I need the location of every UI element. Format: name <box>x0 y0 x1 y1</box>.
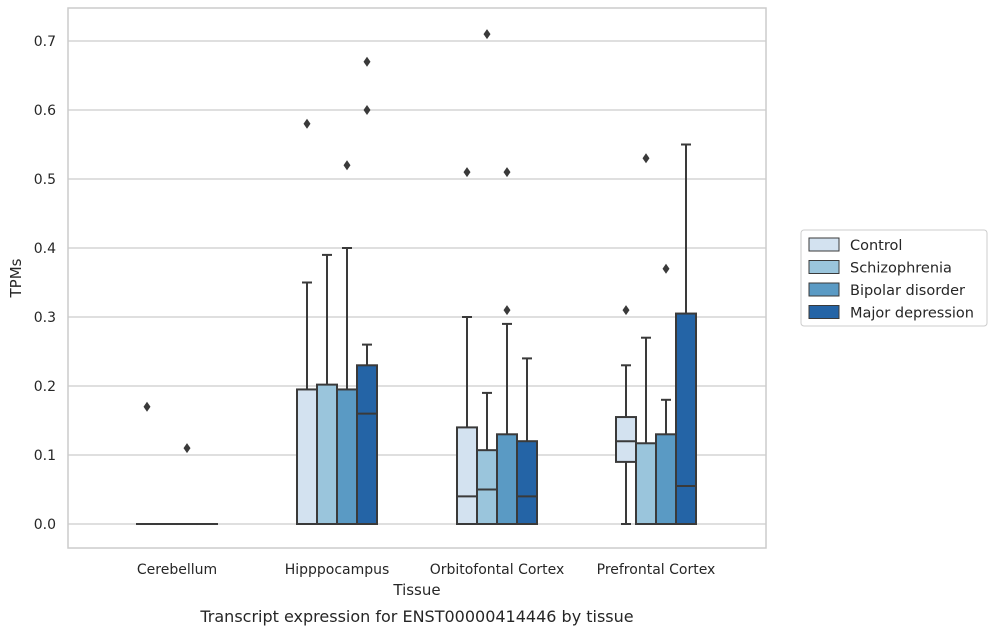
outlier-point <box>303 118 311 129</box>
outlier-point <box>143 401 151 412</box>
box-body <box>316 383 338 525</box>
box-body <box>356 364 378 525</box>
outlier-point <box>343 160 351 171</box>
y-tick-label: 0.2 <box>34 379 56 395</box>
box-body <box>635 442 657 525</box>
legend-label: Bipolar disorder <box>850 283 965 299</box>
outlier-point <box>642 153 650 164</box>
y-axis-title: TPMs <box>7 258 25 298</box>
legend-swatch <box>808 260 840 274</box>
box-control <box>615 305 637 525</box>
y-tick-label: 0.6 <box>34 103 56 119</box>
box-bipolar-disorder <box>655 263 677 525</box>
outlier-point <box>363 105 371 115</box>
legend-label: Control <box>850 238 902 254</box>
legend-swatch <box>808 282 840 297</box>
box-body <box>675 312 697 525</box>
outlier-point <box>183 443 191 454</box>
box-body <box>296 388 318 526</box>
legend-swatch <box>808 305 840 319</box>
outlier-point <box>463 167 471 178</box>
x-tick-label: Cerebellum <box>137 562 217 578</box>
legend: Control Schizophrenia Bipolar disorder Majo… <box>800 229 988 327</box>
outlier-point <box>363 56 371 67</box>
outlier-point <box>483 29 491 40</box>
box-major-depression <box>675 143 697 525</box>
box-groups <box>136 29 697 526</box>
outlier-point <box>503 305 511 316</box>
box-body <box>456 426 478 525</box>
legend-swatch <box>808 237 840 252</box>
box-schizophrenia <box>635 153 657 525</box>
y-tick-label: 0.3 <box>34 310 56 326</box>
y-tick-label: 0.5 <box>34 172 56 188</box>
box-schizophrenia <box>316 253 338 525</box>
outlier-point <box>503 167 511 178</box>
box-bipolar-disorder <box>336 160 358 526</box>
box-body <box>476 449 498 526</box>
x-axis-title: Tissue <box>392 581 440 599</box>
legend-label: Schizophrenia <box>850 261 952 277</box>
y-tick-label: 0.7 <box>34 34 56 50</box>
legend-label: Major depression <box>850 306 974 322</box>
y-axis-ticks: 0.0 0.1 0.2 0.3 0.4 0.5 0.6 0.7 <box>34 34 56 533</box>
y-tick-label: 0.0 <box>34 517 56 533</box>
x-tick-label: Prefrontal Cortex <box>597 562 716 578</box>
legend-frame <box>800 229 988 327</box>
box-body <box>655 433 677 525</box>
x-tick-label: Hipppocampus <box>285 562 390 578</box>
y-tick-label: 0.4 <box>34 241 56 257</box>
y-tick-label: 0.1 <box>34 448 56 464</box>
box-control <box>296 118 318 526</box>
box-major-depression <box>516 357 538 526</box>
box-major-depression <box>356 56 378 525</box>
outlier-point <box>622 305 630 316</box>
outlier-point <box>662 263 670 274</box>
box-control <box>456 167 478 525</box>
x-tick-label: Orbitofontal Cortex <box>430 562 565 578</box>
chart-caption: Transcript expression for ENST0000041444… <box>199 607 633 626</box>
x-axis-ticks: Cerebellum Hipppocampus Orbitofontal Corte… <box>137 562 715 578</box>
box-body <box>496 433 518 525</box>
box-body <box>336 388 358 526</box>
box-body <box>516 440 538 526</box>
box-body <box>615 416 637 463</box>
